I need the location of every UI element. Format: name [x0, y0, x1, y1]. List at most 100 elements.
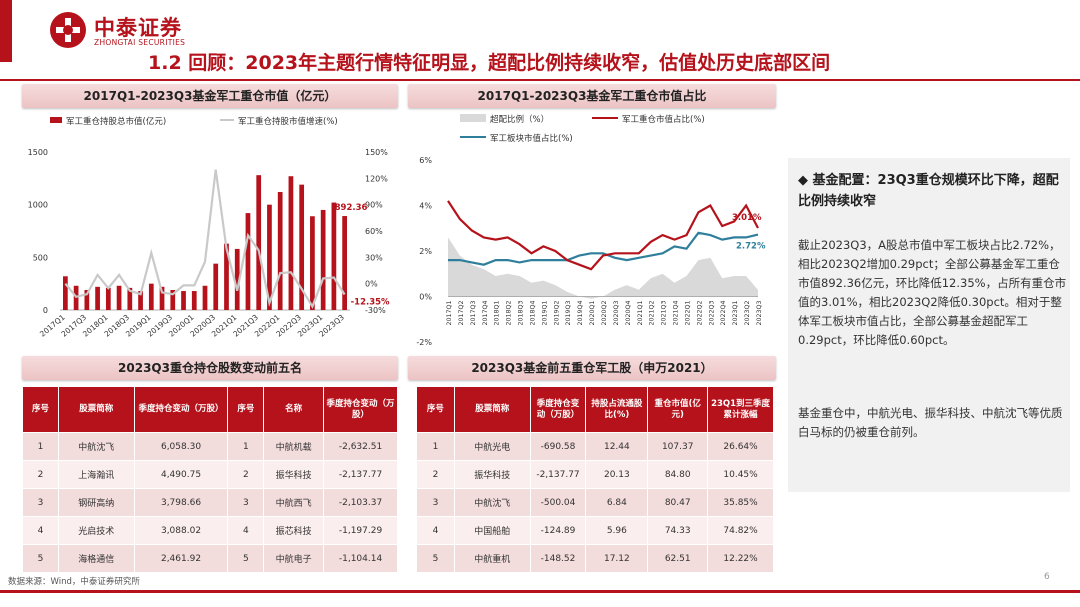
series-overweight-area — [448, 237, 758, 299]
y-tick-label: 1000 — [28, 201, 48, 210]
table-right-cell: 17.12 — [585, 544, 649, 573]
table-left-cell: 3 — [227, 488, 265, 517]
table-left-cell: 中航沈飞 — [57, 432, 135, 461]
th-left-0: 序号 — [22, 386, 59, 433]
x-tick-label: 2017Q4 — [482, 301, 489, 326]
table-right-cell: 26.64% — [707, 432, 774, 461]
bar-2017Q3 — [84, 289, 90, 310]
table-left-cell: 5 — [227, 544, 265, 573]
table-right-cell: 1 — [416, 432, 455, 461]
th-left-1: 股票简称 — [57, 386, 135, 433]
x-tick-label: 2023Q2 — [744, 301, 751, 326]
bar-2021Q4 — [267, 204, 272, 310]
table-right: 序号 股票简称 季度持仓变动（万股） 持股占流通股比(%) 重仓市值(亿元) 2… — [416, 386, 774, 573]
th-left-5: 季度持仓变动（万股） — [323, 386, 398, 433]
x-tick-label: 2023Q3 — [756, 301, 763, 326]
bar-2019Q1 — [148, 283, 154, 310]
table-row: 5 中航重机 -148.52 17.12 62.51 12.22% — [416, 544, 774, 573]
bar-2017Q4 — [95, 286, 100, 310]
brand-name-en: ZHONGTAI SECURITIES — [94, 38, 186, 47]
y2-tick-label: 60% — [365, 227, 383, 236]
table-right-cell: 80.47 — [647, 488, 709, 517]
table-left-cell: 光启技术 — [57, 516, 135, 545]
summary-box — [788, 158, 1070, 492]
table-left-cell: 海格通信 — [57, 544, 135, 573]
bar-2018Q1 — [105, 287, 111, 310]
x-tick-label: 2020Q2 — [601, 301, 608, 326]
y-tick-label: 2% — [419, 247, 432, 256]
x-tick-label: 2021Q4 — [673, 301, 680, 326]
table-right-cell: 74.82% — [707, 516, 774, 545]
x-tick-label: 2020Q1 — [589, 301, 596, 326]
brand-logo: 中泰证券 ZHONGTAI SECURITIES — [48, 10, 238, 52]
table-left-cell: -2,103.37 — [323, 488, 398, 517]
y-tick-label: 0 — [43, 306, 48, 315]
x-tick-label: 2020Q3 — [613, 301, 620, 326]
th-left-4: 名称 — [263, 386, 325, 433]
chart2-title: 2017Q1-2023Q3基金军工重仓市值占比 — [408, 84, 776, 108]
bar-2023Q1 — [320, 209, 326, 310]
bar-2021Q3 — [256, 175, 262, 310]
bar-2023Q3 — [342, 216, 347, 310]
table-row: 4 光启技术 3,088.02 4 振芯科技 -1,197.29 — [22, 516, 398, 545]
th-right-3: 持股占流通股比(%) — [585, 386, 649, 433]
table-left-cell: 2 — [227, 460, 265, 489]
footer-source: 数据来源：Wind，中泰证券研究所 — [8, 577, 140, 587]
x-tick-label: 2021Q2 — [649, 301, 656, 326]
header-accent-bar — [0, 0, 12, 62]
table-left-cell: -1,197.29 — [323, 516, 398, 545]
table-left-cell: 2,461.92 — [133, 544, 229, 573]
table-row: 3 钢研高纳 3,798.66 3 中航西飞 -2,103.37 — [22, 488, 398, 517]
table-left-cell: 4 — [22, 516, 59, 545]
table-left-cell: 钢研高纳 — [57, 488, 135, 517]
table-left-cell: 中航机载 — [263, 432, 325, 461]
y-tick-label: 6% — [419, 156, 432, 165]
table-row: 4 中国船舶 -124.89 5.96 74.33 74.82% — [416, 516, 774, 545]
table-left-cell: 3,088.02 — [133, 516, 229, 545]
x-tick-label: 2018Q2 — [506, 301, 513, 326]
table-right-cell: 中航光电 — [453, 432, 531, 461]
legend-label-growth: 军工重仓持股市值增速(%) — [238, 116, 338, 127]
y2-tick-label: 30% — [365, 253, 383, 262]
legend-label-overweight: 超配比例（%） — [490, 114, 549, 125]
table-right-cell: 6.84 — [585, 488, 649, 517]
table-left-cell: 上海瀚讯 — [57, 460, 135, 489]
table-right-cell: 12.22% — [707, 544, 774, 573]
table-row: 2 上海瀚讯 4,490.75 2 振华科技 -2,137.77 — [22, 460, 398, 489]
bar-2020Q1 — [191, 291, 197, 310]
page-title: 1.2 回顾：2023年主题行情特征明显，超配比例持续收窄，估值处历史底部区间 — [148, 52, 831, 74]
chart1-market-value: 军工重仓持股总市值(亿元) 军工重仓持股市值增速(%) 0 500 1000 1500 -3… — [28, 116, 390, 339]
x-tick-label: 2021Q1 — [637, 301, 644, 326]
bar-2022Q1 — [277, 192, 283, 310]
chart2-market-share: 超配比例（%） 军工重仓市值占比(%) 军工板块市值占比(%) -2% 0% 2% 4% 6%… — [416, 114, 766, 347]
table-right-cell: 中航沈飞 — [453, 488, 531, 517]
x-tick-label: 2022Q1 — [684, 301, 691, 326]
bar-2022Q3 — [299, 184, 305, 310]
summary-paragraph-2: 基金重仓中，中航光电、振华科技、中航沈飞等优质白马标的仍被重仓前列。 — [798, 406, 1063, 439]
bar-2023Q2 — [331, 202, 337, 310]
bar-2019Q4 — [181, 291, 186, 310]
legend-swatch-bars — [50, 117, 62, 123]
x-tick-label: 2019Q4 — [577, 301, 584, 326]
table-right-cell: 107.37 — [647, 432, 709, 461]
bar-2018Q4 — [138, 291, 143, 310]
th-right-1: 股票简称 — [453, 386, 531, 433]
bar-2017Q1 — [63, 276, 68, 310]
annotation-last-fund-share: 3.01% — [732, 213, 762, 223]
x-tick-label: 2022Q3 — [708, 301, 715, 326]
table-right-cell: -148.52 — [529, 544, 587, 573]
table-row: 3 中航沈飞 -500.04 6.84 80.47 35.85% — [416, 488, 774, 517]
y2-tick-label: -30% — [365, 306, 386, 315]
y-tick-label: 4% — [419, 202, 432, 211]
annotation-last-value: 892.36 — [335, 203, 368, 213]
y-tick-label: 0% — [419, 293, 432, 302]
table-right-cell: -500.04 — [529, 488, 587, 517]
bar-2022Q4 — [310, 216, 315, 310]
summary-heading: ◆ 基金配置：23Q3重仓规模环比下降，超配比例持续收窄 — [798, 173, 1059, 209]
legend-label-bars: 军工重仓持股总市值(亿元) — [66, 116, 166, 127]
title-divider — [0, 79, 1080, 81]
y2-tick-label: 150% — [365, 148, 388, 157]
x-tick-label: 2018Q3 — [518, 301, 525, 326]
table-right-cell: 20.13 — [585, 460, 649, 489]
table-right-cell: 5 — [416, 544, 455, 573]
